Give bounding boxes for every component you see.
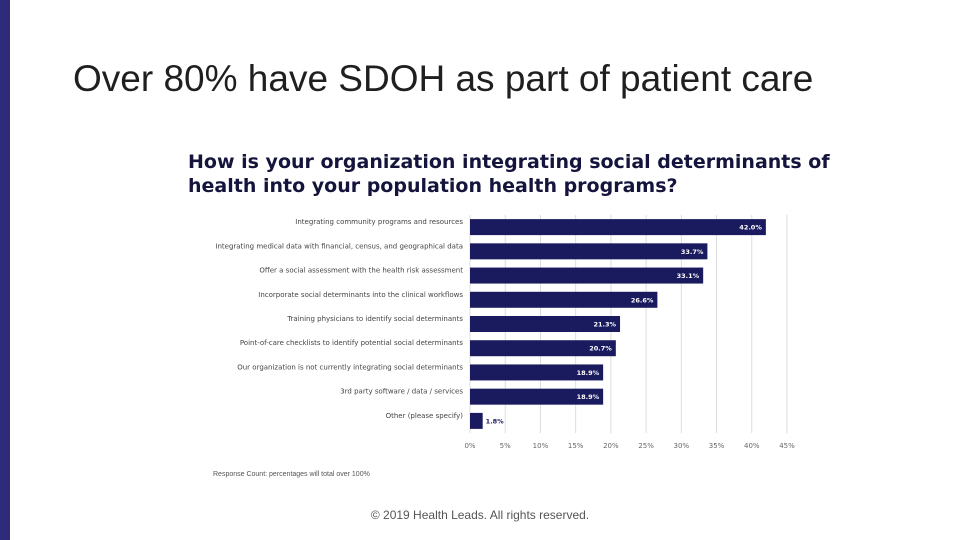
copyright-text: © 2019 Health Leads. All rights reserved… — [370, 508, 590, 522]
bar — [470, 364, 604, 381]
category-label: Offer a social assessment with the healt… — [259, 267, 463, 275]
bar — [470, 291, 658, 308]
category-label: Integrating community programs and resou… — [295, 218, 463, 226]
data-label: 42.0% — [739, 224, 762, 232]
x-tick-label: 40% — [744, 442, 760, 450]
chart-title-line-2: health into your population health progr… — [188, 175, 678, 197]
category-label: Our organization is not currently integr… — [237, 363, 463, 371]
data-label: 33.7% — [681, 248, 704, 256]
bar — [470, 316, 621, 332]
category-label: Point-of-care checklists to identify pot… — [240, 339, 464, 347]
data-label: 18.9% — [577, 369, 600, 377]
chart-title-line-1: How is your organization integrating soc… — [188, 151, 830, 173]
data-label: 26.6% — [631, 296, 654, 304]
x-tick-label: 15% — [568, 442, 584, 450]
x-tick-label: 20% — [603, 442, 619, 450]
x-tick-label: 0% — [464, 442, 475, 450]
chart-title: How is your organization integrating soc… — [188, 150, 830, 198]
bar — [470, 243, 708, 260]
x-tick-label: 45% — [779, 442, 795, 450]
bar — [470, 219, 766, 236]
data-label: 1.8% — [486, 417, 505, 425]
category-label: Incorporate social determinants into the… — [258, 291, 463, 299]
data-label: 33.1% — [677, 272, 700, 280]
bar — [470, 412, 483, 429]
x-tick-label: 25% — [638, 442, 654, 450]
accent-bar — [0, 0, 10, 540]
x-tick-label: 30% — [674, 442, 690, 450]
category-label: 3rd party software / data / services — [340, 388, 463, 396]
bar — [470, 340, 616, 357]
bar — [470, 267, 704, 284]
slide-title: Over 80% have SDOH as part of patient ca… — [73, 58, 814, 99]
category-label: Integrating medical data with financial,… — [215, 242, 463, 250]
x-tick-label: 5% — [500, 442, 511, 450]
x-tick-label: 10% — [533, 442, 549, 450]
category-label: Other (please specify) — [386, 412, 464, 420]
x-tick-label: 35% — [709, 442, 725, 450]
bar — [470, 388, 604, 405]
data-label: 20.7% — [589, 345, 612, 353]
category-label: Training physicians to identify social d… — [286, 315, 463, 323]
data-label: 18.9% — [577, 393, 600, 401]
data-label: 21.3% — [593, 321, 616, 329]
chart-footnote: Response Count: percentages will total o… — [213, 471, 370, 478]
